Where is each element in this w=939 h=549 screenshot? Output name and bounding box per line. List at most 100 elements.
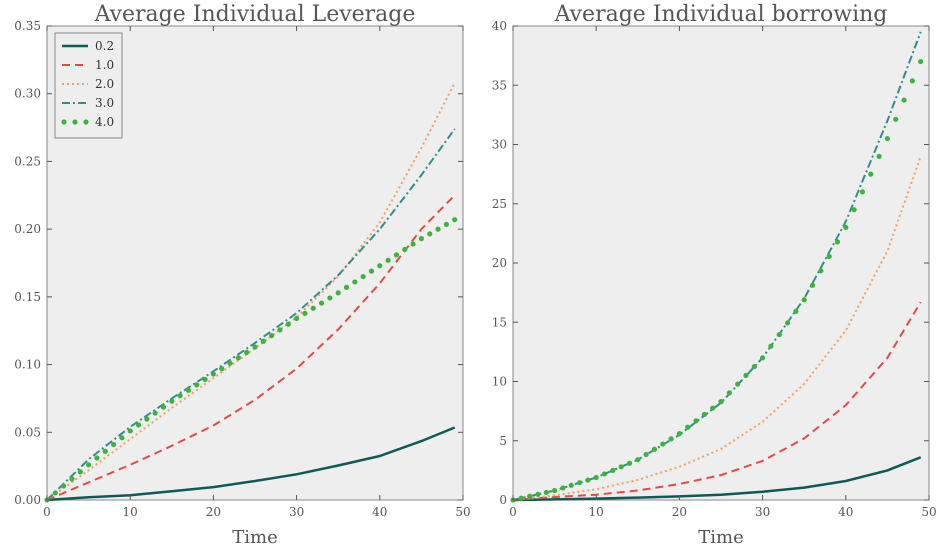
leverage-series-4-point xyxy=(52,490,58,496)
leverage-series-4-point xyxy=(177,393,183,399)
leverage-series-4-point xyxy=(252,344,258,350)
leverage-series-layer xyxy=(44,82,458,503)
borrowing-series-4-point xyxy=(884,135,891,142)
leverage-y-tick-label: 0.15 xyxy=(14,290,41,304)
legend-swatch-4 xyxy=(72,119,78,125)
leverage-series-4 xyxy=(44,217,458,503)
leverage-series-4-point xyxy=(427,231,433,237)
borrowing-series-2 xyxy=(512,156,922,501)
borrowing-x-tick-label: 30 xyxy=(755,505,770,519)
borrowing-x-tick-label: 0 xyxy=(509,505,517,519)
leverage-chart: Average Individual Leverage Time 0 10 20 30… xyxy=(14,2,470,548)
borrowing-series-4-point xyxy=(784,320,791,326)
borrowing-series-4-point xyxy=(685,424,691,430)
borrowing-series-4-point xyxy=(518,495,524,501)
borrowing-series-4-point xyxy=(743,372,749,378)
legend-swatch-4 xyxy=(61,119,67,125)
leverage-series-4-point xyxy=(127,428,133,434)
leverage-series-4-point xyxy=(343,284,350,290)
leverage-series-4-point xyxy=(377,263,383,269)
legend-label-0: 0.2 xyxy=(95,39,114,53)
borrowing-series-1 xyxy=(512,301,922,501)
leverage-series-4-point xyxy=(185,387,192,393)
leverage-series-4-point xyxy=(210,371,216,377)
leverage-y-tick-label: 0.30 xyxy=(14,87,41,101)
borrowing-series-4-point xyxy=(876,153,882,159)
leverage-series-4-point xyxy=(86,462,92,468)
borrowing-series-4-point xyxy=(718,399,724,405)
leverage-series-4-point xyxy=(318,300,325,306)
borrowing-series-4-point xyxy=(809,282,816,288)
borrowing-series-4-point xyxy=(868,171,874,177)
leverage-x-tick-label: 10 xyxy=(123,505,138,519)
borrowing-series-4-point xyxy=(826,253,832,259)
leverage-series-4-point xyxy=(110,441,117,448)
leverage-y-tick-label: 0.00 xyxy=(14,493,41,507)
leverage-series-4-point xyxy=(69,476,75,482)
borrowing-series-4-point xyxy=(701,411,707,418)
borrowing-series-4-point xyxy=(676,431,683,437)
borrowing-series-4-point xyxy=(552,487,558,494)
leverage-y-tick-label: 0.05 xyxy=(14,425,41,439)
borrowing-x-tick-label: 10 xyxy=(589,505,604,519)
leverage-series-4-point xyxy=(260,338,266,344)
leverage-series-4-point xyxy=(235,355,241,361)
leverage-series-4-point xyxy=(152,410,158,416)
borrowing-series-4-point xyxy=(610,467,616,473)
legend-label-4: 4.0 xyxy=(95,115,114,129)
leverage-series-4-point xyxy=(144,416,150,422)
legend-box xyxy=(54,32,123,139)
borrowing-series-4-point xyxy=(635,457,641,463)
leverage-series-4-point xyxy=(160,404,167,410)
leverage-series-4-point xyxy=(402,246,408,253)
leverage-series-4-point xyxy=(102,448,108,454)
borrowing-series-4-point xyxy=(893,116,899,122)
leverage-x-tick-label: 40 xyxy=(372,505,387,519)
leverage-series-4-point xyxy=(294,315,300,322)
borrowing-series-4-point xyxy=(768,343,774,349)
leverage-series-4-point xyxy=(269,332,275,339)
borrowing-series-4-point xyxy=(651,446,658,452)
borrowing-chart: Average Individual borrowing Time 0 10 20 3… xyxy=(492,2,937,548)
borrowing-series-4-point xyxy=(643,451,649,458)
borrowing-y-tick-label: 10 xyxy=(492,375,507,389)
legend-label-2: 2.0 xyxy=(95,77,114,91)
leverage-series-4-point xyxy=(410,241,416,247)
leverage-series-4-point xyxy=(352,279,358,285)
legend-label-3: 3.0 xyxy=(95,96,114,110)
leverage-series-4-point xyxy=(219,366,225,372)
leverage-series-4-point xyxy=(435,226,441,232)
leverage-series-4-point xyxy=(119,435,125,441)
borrowing-y-tick-label: 15 xyxy=(492,315,507,329)
leverage-series-2 xyxy=(46,82,456,501)
leverage-y-tick-label: 0.20 xyxy=(14,222,41,236)
leverage-series-4-point xyxy=(61,483,67,489)
borrowing-y-tick-label: 5 xyxy=(499,434,507,448)
borrowing-series-4-point xyxy=(668,436,674,442)
borrowing-series-4-point xyxy=(851,207,857,213)
borrowing-x-axis-label: Time xyxy=(698,527,743,548)
borrowing-series-4-point xyxy=(859,189,866,195)
leverage-series-4-point xyxy=(169,398,175,404)
leverage-series-4-point xyxy=(418,236,424,242)
leverage-series-0 xyxy=(46,426,456,502)
borrowing-chart-title: Average Individual borrowing xyxy=(554,2,888,27)
leverage-x-axis-label: Time xyxy=(232,527,277,548)
borrowing-series-4-point xyxy=(776,331,782,338)
leverage-y-tick-label: 0.25 xyxy=(14,154,41,168)
leverage-series-4-point xyxy=(452,217,458,223)
borrowing-series-layer xyxy=(510,31,924,503)
leverage-series-4-point xyxy=(327,295,333,301)
leverage-series-4-point xyxy=(244,349,250,355)
borrowing-series-4-point xyxy=(527,493,533,499)
borrowing-series-4-point xyxy=(618,464,624,470)
borrowing-y-tick-label: 20 xyxy=(492,256,507,270)
borrowing-tick-layer: 0 10 20 30 40 50 0 5 10 15 20 25 30 35 40 xyxy=(492,19,937,519)
leverage-series-3 xyxy=(46,128,456,501)
leverage-series-4-point xyxy=(393,252,400,258)
borrowing-plot-area xyxy=(512,25,930,501)
borrowing-series-4-point xyxy=(535,491,541,497)
legend-swatch-4 xyxy=(83,119,89,125)
borrowing-series-4-point xyxy=(818,268,824,274)
borrowing-series-4-point xyxy=(585,477,591,483)
